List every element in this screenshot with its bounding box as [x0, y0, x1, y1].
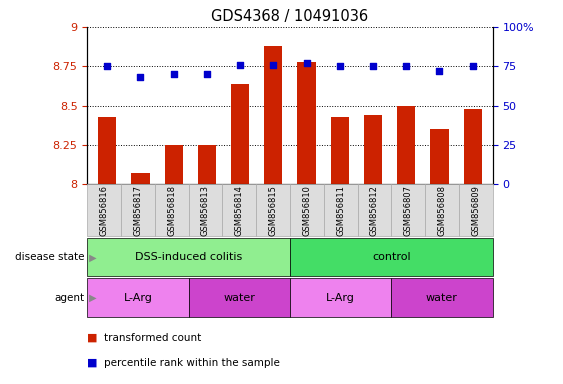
Text: GSM856809: GSM856809 — [471, 185, 480, 236]
Point — [302, 60, 311, 66]
Bar — [131, 173, 150, 184]
Text: transformed count: transformed count — [104, 333, 202, 343]
Text: L-Arg: L-Arg — [326, 293, 355, 303]
Text: water: water — [224, 293, 255, 303]
Text: agent: agent — [54, 293, 84, 303]
Text: water: water — [426, 293, 458, 303]
Text: GSM856813: GSM856813 — [201, 185, 210, 236]
Title: GDS4368 / 10491036: GDS4368 / 10491036 — [211, 9, 369, 24]
Text: GSM856808: GSM856808 — [437, 185, 446, 236]
Text: GSM856810: GSM856810 — [302, 185, 311, 236]
Point — [369, 63, 378, 70]
Text: DSS-induced colitis: DSS-induced colitis — [135, 252, 242, 262]
Bar — [198, 145, 216, 184]
Text: L-Arg: L-Arg — [123, 293, 153, 303]
Bar — [463, 109, 482, 184]
Bar — [98, 117, 117, 184]
Bar — [430, 129, 449, 184]
Bar — [330, 117, 349, 184]
Point — [269, 61, 278, 68]
Bar — [364, 115, 382, 184]
Text: GSM856811: GSM856811 — [336, 185, 345, 236]
Text: GSM856815: GSM856815 — [269, 185, 278, 236]
Point — [102, 63, 111, 70]
Bar — [264, 46, 283, 184]
Text: GSM856807: GSM856807 — [404, 185, 413, 236]
Text: GSM856817: GSM856817 — [133, 185, 142, 236]
Text: ■: ■ — [87, 358, 98, 368]
Point — [402, 63, 411, 70]
Text: disease state: disease state — [15, 252, 84, 262]
Point — [136, 74, 145, 80]
Text: percentile rank within the sample: percentile rank within the sample — [104, 358, 280, 368]
Bar — [231, 84, 249, 184]
Bar — [297, 61, 316, 184]
Text: GSM856816: GSM856816 — [100, 185, 109, 236]
Bar — [164, 145, 183, 184]
Point — [336, 63, 345, 70]
Text: GSM856818: GSM856818 — [167, 185, 176, 236]
Text: control: control — [372, 252, 410, 262]
Point — [202, 71, 211, 77]
Bar — [397, 106, 415, 184]
Point — [235, 61, 244, 68]
Point — [169, 71, 178, 77]
Text: ▶: ▶ — [86, 252, 96, 262]
Text: ■: ■ — [87, 333, 98, 343]
Text: ▶: ▶ — [86, 293, 96, 303]
Text: GSM856814: GSM856814 — [235, 185, 244, 236]
Point — [435, 68, 444, 74]
Text: GSM856812: GSM856812 — [370, 185, 379, 236]
Point — [468, 63, 477, 70]
